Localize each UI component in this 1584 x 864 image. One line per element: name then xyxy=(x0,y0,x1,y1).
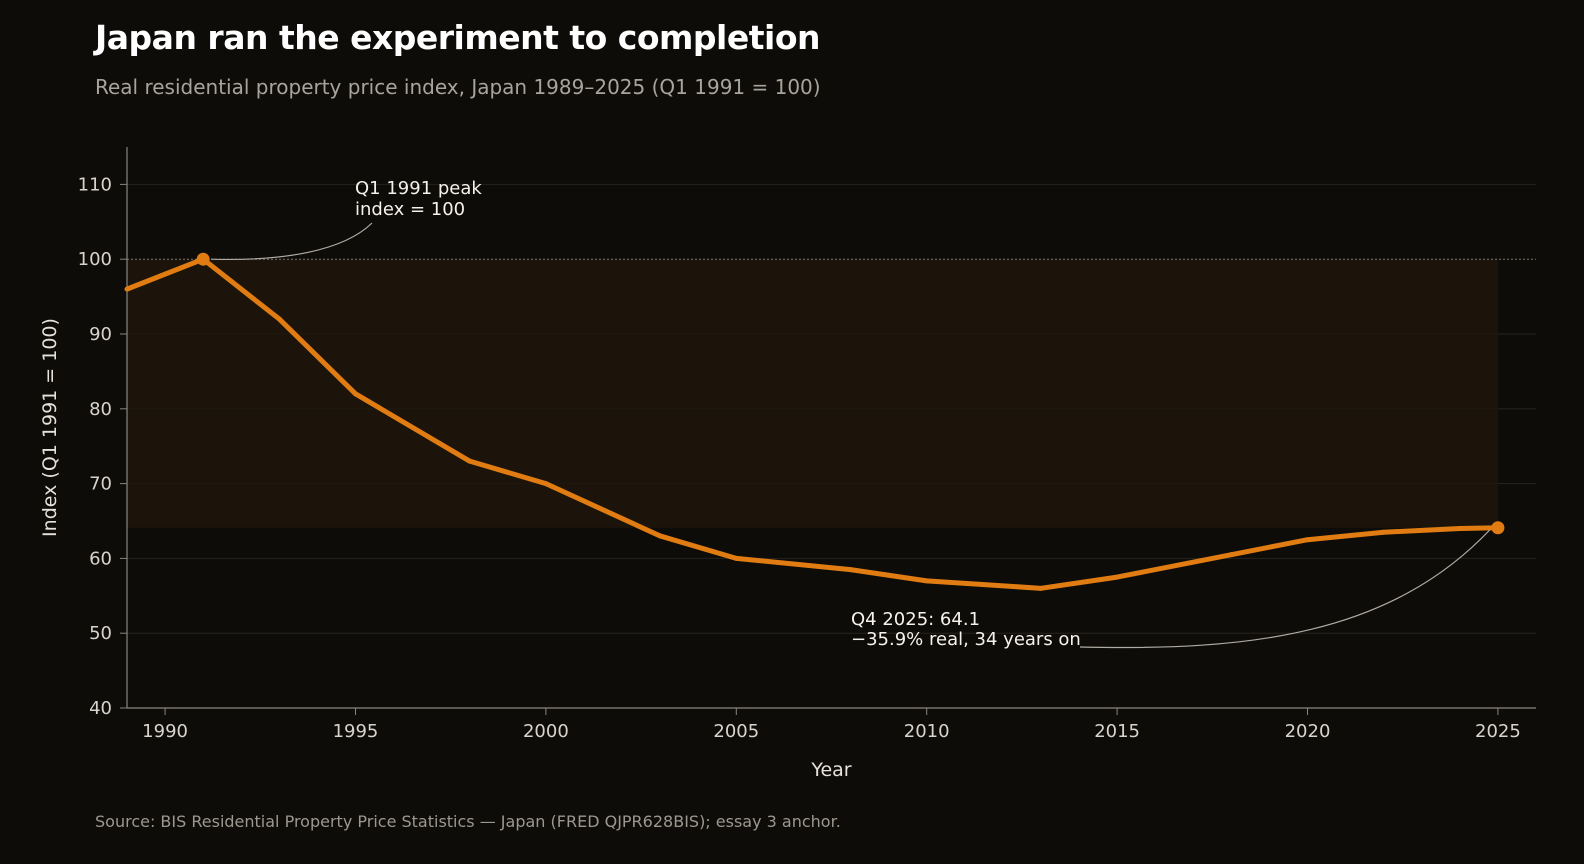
latest-annotation-line: −35.9% real, 34 years on xyxy=(851,629,1081,650)
x-tick-label: 2000 xyxy=(523,721,569,742)
y-tick-label: 90 xyxy=(89,324,112,345)
data-point xyxy=(467,458,473,464)
y-tick-label: 110 xyxy=(78,174,112,195)
data-point xyxy=(848,567,854,573)
y-tick-label: 80 xyxy=(89,399,112,420)
x-tick-label: 2015 xyxy=(1094,721,1140,742)
peak-marker xyxy=(196,252,210,266)
data-point xyxy=(1381,529,1387,535)
y-tick-label: 40 xyxy=(89,698,112,719)
x-axis-title: Year xyxy=(810,759,851,781)
y-tick-label: 60 xyxy=(89,548,112,569)
y-tick-label: 100 xyxy=(78,249,112,270)
drawdown-shaded-area xyxy=(127,259,1498,528)
data-point xyxy=(1305,537,1311,543)
peak-annotation-line: index = 100 xyxy=(355,199,465,220)
data-point xyxy=(924,578,930,584)
data-point xyxy=(124,286,130,292)
x-tick-label: 2025 xyxy=(1475,721,1521,742)
data-point xyxy=(1228,552,1234,558)
data-point xyxy=(1457,525,1463,531)
x-tick-label: 2020 xyxy=(1285,721,1331,742)
x-tick-label: 1990 xyxy=(142,721,188,742)
line-chart: 40 50 60 70 80 90 100 110 1990 1995 2000 2005 2010 20… xyxy=(39,147,1536,781)
data-point xyxy=(1114,574,1120,580)
x-tick-label: 1995 xyxy=(333,721,379,742)
peak-annotation-leader xyxy=(211,222,373,261)
y-axis-title: Index (Q1 1991 = 100) xyxy=(39,318,61,537)
data-point xyxy=(352,391,358,397)
axes: 40 50 60 70 80 90 100 110 1990 1995 2000 2005 2010 20… xyxy=(78,147,1536,742)
x-tick-label: 2010 xyxy=(904,721,950,742)
y-tick-label: 70 xyxy=(89,474,112,495)
data-point xyxy=(543,481,549,487)
source-note: Source: BIS Residential Property Price S… xyxy=(95,812,841,831)
series xyxy=(124,252,1505,591)
data-point xyxy=(1038,585,1044,591)
latest-annotation-line: Q4 2025: 64.1 xyxy=(851,609,980,630)
data-point xyxy=(657,533,663,539)
peak-annotation-line: Q1 1991 peak xyxy=(355,178,482,199)
data-point xyxy=(733,555,739,561)
data-point xyxy=(276,316,282,322)
latest-annotation-leader xyxy=(1079,529,1491,649)
y-tick-label: 50 xyxy=(89,623,112,644)
latest-marker xyxy=(1491,521,1505,535)
chart-subtitle: Real residential property price index, J… xyxy=(95,75,821,99)
chart-title: Japan ran the experiment to completion xyxy=(95,18,820,57)
x-tick-label: 2005 xyxy=(713,721,759,742)
